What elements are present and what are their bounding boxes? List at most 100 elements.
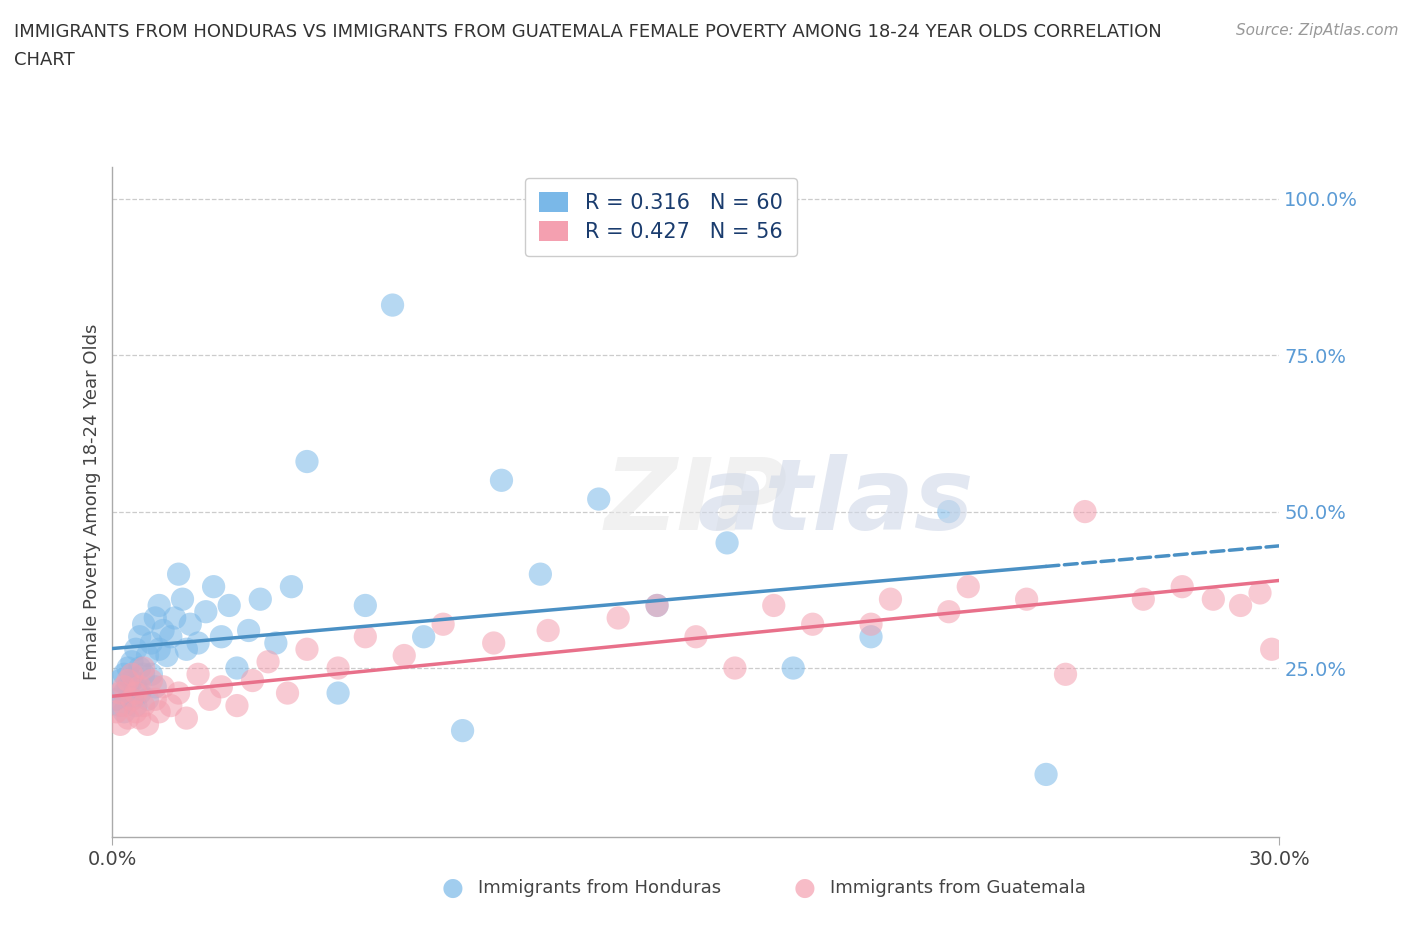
Point bbox=[132, 667, 155, 682]
Point bbox=[218, 598, 240, 613]
Point bbox=[226, 698, 249, 713]
Point bbox=[938, 604, 960, 619]
Point bbox=[1249, 586, 1271, 601]
Point bbox=[782, 660, 804, 675]
Text: atlas: atlas bbox=[697, 454, 974, 551]
Point bbox=[724, 660, 747, 675]
Point bbox=[1015, 591, 1038, 606]
Point bbox=[125, 704, 148, 719]
Point bbox=[295, 454, 318, 469]
Point bbox=[176, 711, 198, 725]
Point bbox=[280, 579, 302, 594]
Point bbox=[110, 685, 132, 700]
Point bbox=[187, 667, 209, 682]
Point bbox=[482, 635, 505, 650]
Point bbox=[121, 692, 143, 707]
Text: ●: ● bbox=[793, 876, 815, 900]
Text: ●: ● bbox=[441, 876, 464, 900]
Point bbox=[132, 698, 155, 713]
Point bbox=[132, 660, 155, 675]
Point bbox=[148, 642, 170, 657]
Point bbox=[143, 680, 166, 695]
Point bbox=[117, 680, 139, 695]
Point bbox=[167, 566, 190, 581]
Point bbox=[148, 598, 170, 613]
Point bbox=[125, 685, 148, 700]
Point bbox=[354, 630, 377, 644]
Point bbox=[187, 635, 209, 650]
Point bbox=[105, 704, 128, 719]
Point bbox=[125, 642, 148, 657]
Point bbox=[762, 598, 785, 613]
Y-axis label: Female Poverty Among 18-24 Year Olds: Female Poverty Among 18-24 Year Olds bbox=[83, 324, 101, 681]
Point bbox=[143, 610, 166, 625]
Point bbox=[451, 724, 474, 738]
Point bbox=[1171, 579, 1194, 594]
Text: IMMIGRANTS FROM HONDURAS VS IMMIGRANTS FROM GUATEMALA FEMALE POVERTY AMONG 18-24: IMMIGRANTS FROM HONDURAS VS IMMIGRANTS F… bbox=[14, 23, 1161, 41]
Point bbox=[1054, 667, 1077, 682]
Point bbox=[242, 673, 264, 688]
Point bbox=[121, 673, 143, 688]
Point bbox=[160, 698, 183, 713]
Point bbox=[529, 566, 551, 581]
Point bbox=[148, 704, 170, 719]
Point bbox=[381, 298, 404, 312]
Point bbox=[801, 617, 824, 631]
Text: Immigrants from Guatemala: Immigrants from Guatemala bbox=[830, 879, 1085, 897]
Text: Immigrants from Honduras: Immigrants from Honduras bbox=[478, 879, 721, 897]
Point bbox=[128, 711, 150, 725]
Point bbox=[491, 472, 513, 487]
Point bbox=[859, 617, 883, 631]
Point bbox=[152, 680, 174, 695]
Point bbox=[1035, 767, 1057, 782]
Point bbox=[938, 504, 960, 519]
Point bbox=[141, 667, 163, 682]
Point bbox=[1074, 504, 1097, 519]
Point bbox=[112, 685, 135, 700]
Point bbox=[143, 692, 166, 707]
Point bbox=[238, 623, 260, 638]
Point bbox=[136, 692, 159, 707]
Point bbox=[957, 579, 980, 594]
Point bbox=[141, 673, 163, 688]
Point bbox=[125, 698, 148, 713]
Point bbox=[607, 610, 630, 625]
Point bbox=[117, 673, 139, 688]
Point bbox=[105, 692, 128, 707]
Text: ZIP: ZIP bbox=[605, 454, 787, 551]
Point bbox=[1260, 642, 1282, 657]
Point bbox=[209, 680, 232, 695]
Point bbox=[194, 604, 217, 619]
Point bbox=[264, 635, 287, 650]
Point bbox=[125, 680, 148, 695]
Point bbox=[128, 680, 150, 695]
Point bbox=[1132, 591, 1154, 606]
Point bbox=[209, 630, 232, 644]
Point bbox=[249, 591, 271, 606]
Point bbox=[136, 648, 159, 663]
Point bbox=[1202, 591, 1225, 606]
Point bbox=[179, 617, 201, 631]
Point bbox=[117, 711, 139, 725]
Point bbox=[716, 536, 738, 551]
Point bbox=[412, 630, 434, 644]
Point bbox=[326, 685, 349, 700]
Point bbox=[685, 630, 707, 644]
Point bbox=[132, 617, 155, 631]
Legend: R = 0.316   N = 60, R = 0.427   N = 56: R = 0.316 N = 60, R = 0.427 N = 56 bbox=[524, 178, 797, 257]
Point bbox=[354, 598, 377, 613]
Point bbox=[110, 698, 132, 713]
Point bbox=[121, 692, 143, 707]
Point bbox=[257, 655, 280, 670]
Point bbox=[326, 660, 349, 675]
Point bbox=[112, 667, 135, 682]
Point bbox=[198, 692, 221, 707]
Point bbox=[156, 648, 179, 663]
Point bbox=[295, 642, 318, 657]
Point bbox=[879, 591, 901, 606]
Point bbox=[392, 648, 416, 663]
Point bbox=[537, 623, 560, 638]
Point bbox=[202, 579, 225, 594]
Point bbox=[167, 685, 190, 700]
Point bbox=[121, 667, 143, 682]
